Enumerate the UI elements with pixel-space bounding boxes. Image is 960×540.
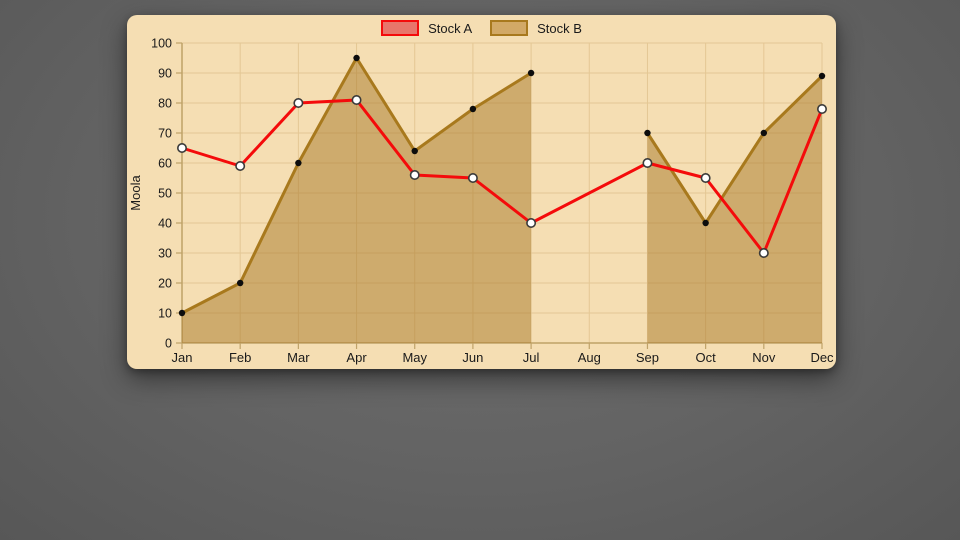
svg-text:Feb: Feb — [229, 350, 251, 365]
stock-a-point-Oct[interactable] — [700, 173, 711, 184]
stock-b-point-Mar[interactable] — [295, 159, 302, 167]
stock-a-point-Mar[interactable] — [293, 98, 304, 109]
svg-text:Dec: Dec — [810, 350, 834, 365]
chart-panel: Stock A Stock B 0 10 20 30 40 50 60 70 80 90 100 Ja… — [127, 15, 836, 369]
y-axis-tick-labels: 0 10 20 30 40 50 60 70 80 90 100 — [151, 37, 172, 351]
stock-b-series — [178, 54, 826, 343]
stock-b-point-Dec[interactable] — [818, 72, 826, 80]
stock-a-point-Jan[interactable] — [176, 143, 187, 154]
svg-text:40: 40 — [158, 217, 172, 231]
legend-item-stock-a[interactable]: Stock A — [381, 20, 472, 36]
stock-b-area-fill — [182, 58, 532, 343]
stock-a-point-May[interactable] — [409, 170, 420, 181]
chart-canvas[interactable]: 0 10 20 30 40 50 60 70 80 90 100 Jan Feb Mar Apr May Jun… — [127, 15, 836, 369]
stock-b-area-fill — [647, 76, 822, 343]
svg-text:Oct: Oct — [696, 350, 717, 365]
svg-text:May: May — [402, 350, 427, 365]
stock-b-point-Feb[interactable] — [236, 279, 244, 287]
stock-b-line — [645, 74, 824, 225]
legend-item-stock-b[interactable]: Stock B — [490, 20, 582, 36]
svg-text:Jun: Jun — [462, 350, 483, 365]
stock-a-series — [176, 95, 827, 259]
stock-b-point-Jul[interactable] — [527, 69, 535, 77]
stock-b-point-Sep[interactable] — [644, 129, 651, 137]
svg-text:80: 80 — [158, 97, 172, 111]
stock-b-point-Oct[interactable] — [702, 219, 709, 227]
svg-text:Aug: Aug — [578, 350, 601, 365]
y-axis-title: Moola — [128, 175, 143, 211]
stock-a-point-Feb[interactable] — [235, 161, 246, 172]
stock-a-point-Jun[interactable] — [467, 173, 478, 184]
chart-legend: Stock A Stock B — [127, 20, 836, 36]
svg-text:Sep: Sep — [636, 350, 659, 365]
stock-b-point-Jan[interactable] — [178, 309, 186, 317]
svg-text:60: 60 — [158, 157, 172, 171]
legend-label-stock-b: Stock B — [537, 21, 582, 36]
svg-text:Nov: Nov — [752, 350, 776, 365]
stock-b-point-Jun[interactable] — [469, 105, 477, 113]
legend-label-stock-a: Stock A — [428, 21, 473, 36]
stock-a-point-Nov[interactable] — [758, 248, 769, 259]
stock-a-point-Jul[interactable] — [526, 218, 537, 229]
svg-text:90: 90 — [158, 67, 172, 81]
svg-text:Mar: Mar — [287, 350, 310, 365]
svg-text:Apr: Apr — [346, 350, 367, 365]
svg-text:100: 100 — [151, 37, 172, 51]
x-axis-tick-labels: Jan Feb Mar Apr May Jun Jul Aug Sep Oct Nov Dec — [172, 350, 835, 365]
svg-text:50: 50 — [158, 187, 172, 201]
stock-a-point-Dec[interactable] — [816, 104, 827, 115]
stock-b-point-May[interactable] — [411, 147, 418, 155]
stock-b-point-Apr[interactable] — [353, 54, 360, 62]
svg-text:Jan: Jan — [172, 350, 193, 365]
svg-text:Jul: Jul — [523, 350, 540, 365]
svg-text:10: 10 — [158, 307, 172, 321]
stock-a-point-Sep[interactable] — [642, 158, 653, 169]
stock-a-point-Apr[interactable] — [351, 95, 362, 106]
stock-a-swatch-icon — [381, 20, 420, 36]
svg-text:30: 30 — [158, 247, 172, 261]
stock-b-swatch-icon — [490, 20, 529, 36]
stock-b-point-Nov[interactable] — [760, 129, 768, 137]
svg-text:0: 0 — [165, 337, 172, 351]
svg-text:20: 20 — [158, 277, 172, 291]
svg-text:70: 70 — [158, 127, 172, 141]
